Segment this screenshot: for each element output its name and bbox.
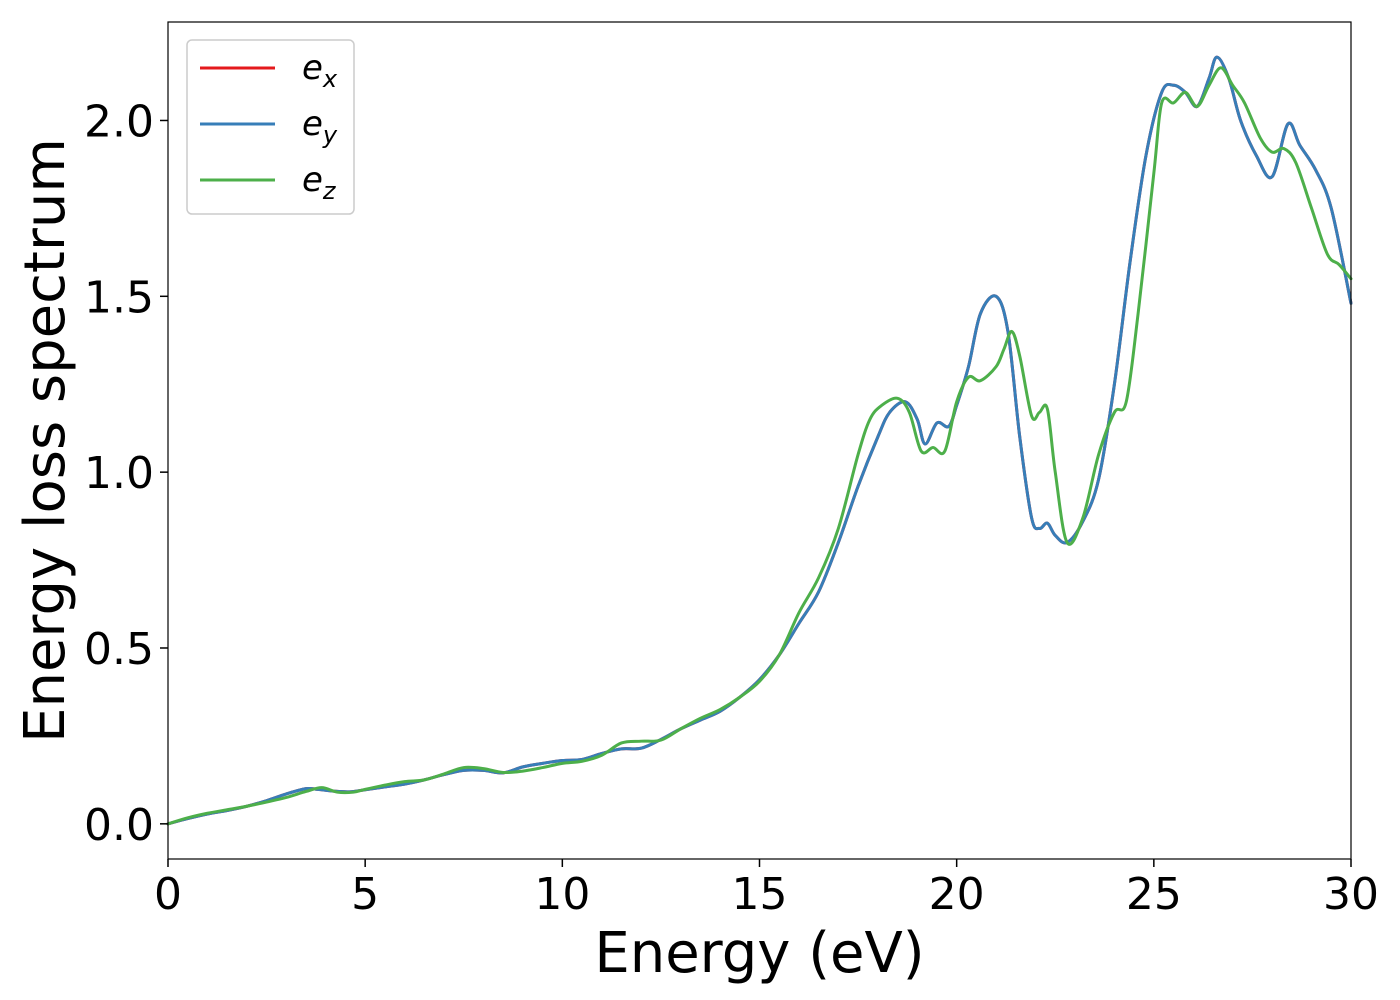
x-tick-label: 30 xyxy=(1323,869,1379,920)
y-tick-label: 0.0 xyxy=(84,800,154,851)
y-axis-ticks: 0.0 0.5 1.0 1.5 2.0 xyxy=(84,96,168,851)
series-line-ey xyxy=(166,55,1353,826)
y-tick-label: 2.0 xyxy=(84,96,154,147)
x-tick-label: 25 xyxy=(1126,869,1182,920)
x-tick-label: 0 xyxy=(154,869,182,920)
y-axis-label: Energy loss spectrum xyxy=(13,138,78,743)
legend-box xyxy=(186,39,355,215)
x-axis-label: Energy (eV) xyxy=(594,921,924,986)
legend-label-ey: ey xyxy=(302,104,338,149)
x-tick-label: 15 xyxy=(732,869,788,920)
x-tick-label: 20 xyxy=(929,869,985,920)
y-tick-label: 1.5 xyxy=(84,272,154,323)
y-tick-label: 0.5 xyxy=(84,624,154,675)
x-tick-label: 10 xyxy=(534,869,590,920)
y-tick-label: 1.0 xyxy=(84,448,154,499)
x-tick-label: 5 xyxy=(351,869,379,920)
legend-label-ex: ex xyxy=(302,48,338,93)
legend: ex ey ez xyxy=(186,39,355,215)
series-line-ez xyxy=(166,66,1353,826)
legend-label-ez: ez xyxy=(302,160,337,205)
series-layer xyxy=(166,55,1353,826)
x-axis-ticks: 0 5 10 15 20 25 30 xyxy=(154,859,1379,920)
